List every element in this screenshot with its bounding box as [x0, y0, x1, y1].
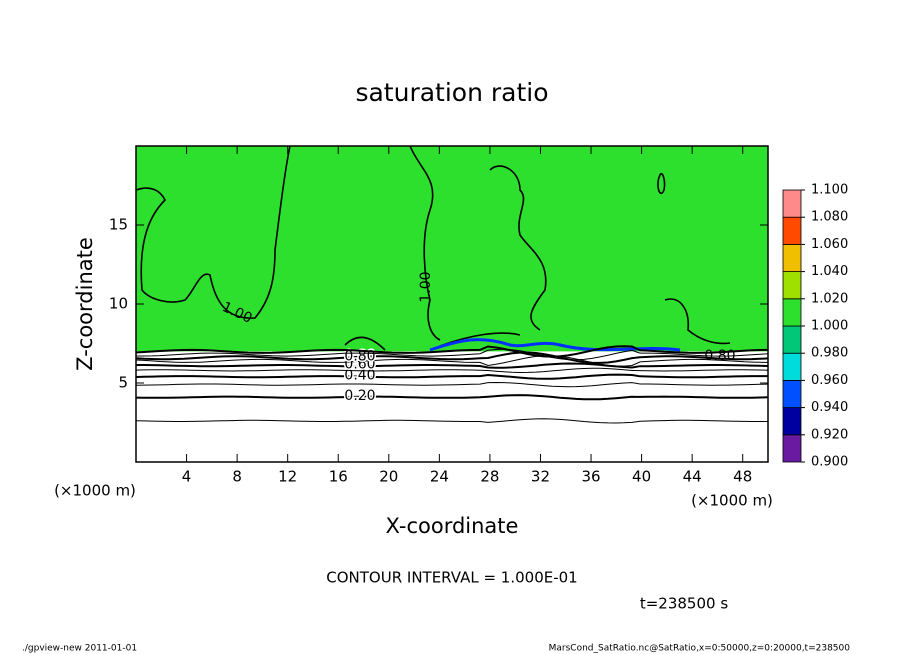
contour-label: 0.80 — [704, 348, 735, 364]
contour-line-decor — [409, 145, 441, 341]
contour-line — [135, 373, 768, 380]
contour-line-decor — [344, 336, 386, 351]
colorbar-swatch — [782, 352, 802, 381]
x-tick-label: 20 — [379, 468, 398, 486]
colorbar-label: 1.020 — [811, 291, 848, 306]
colorbar-label: 0.960 — [811, 373, 848, 388]
colorbar-label: 0.920 — [811, 427, 848, 442]
contour-label: 1.00 — [418, 271, 434, 302]
fringe — [429, 338, 681, 352]
colorbar-swatch — [782, 189, 802, 218]
colorbar-label: 1.060 — [811, 237, 848, 252]
x-tick-label: 16 — [329, 468, 348, 486]
colorbar-swatch — [782, 434, 802, 463]
colorbar-label: 1.080 — [811, 210, 848, 225]
x-tick-label: 32 — [531, 468, 550, 486]
contour-label: 0.20 — [344, 388, 375, 404]
contour-line — [135, 367, 769, 374]
contour-line — [135, 418, 768, 424]
contour-interval: CONTOUR INTERVAL = 1.000E-01 — [326, 569, 577, 587]
chart-title: saturation ratio — [355, 78, 548, 107]
contour-line-decor — [489, 165, 547, 331]
colorbar-label: 0.940 — [811, 400, 848, 415]
contour-line-decor — [135, 145, 291, 319]
x-unit: (×1000 m) — [54, 482, 136, 500]
colorbar-label: 1.000 — [811, 319, 848, 334]
footer-right: MarsCond_SatRatio.nc@SatRatio,x=0:50000,… — [549, 644, 851, 654]
colorbar-label: 1.040 — [811, 264, 848, 279]
colorbar-swatch — [782, 407, 802, 436]
contour-line-decor — [664, 298, 731, 345]
y-tick-label: 15 — [109, 216, 128, 234]
plot-area: 0.200.400.600.80 0.801.001.00 — [135, 145, 769, 424]
x-tick-label: 24 — [430, 468, 449, 486]
x-tick-label: 40 — [632, 468, 651, 486]
contour-line — [135, 345, 769, 358]
colorbar-swatch — [782, 243, 802, 272]
x-axis-label: X-coordinate — [386, 514, 519, 538]
x-tick-label: 28 — [480, 468, 499, 486]
colorbar-label: 0.900 — [811, 455, 848, 470]
colorbar-swatch — [782, 271, 802, 300]
contour-line — [135, 394, 769, 401]
contour-line-decor — [657, 172, 666, 195]
x-tick-label: 4 — [182, 468, 192, 486]
colorbar-swatch — [782, 325, 802, 354]
contour-line — [135, 351, 769, 364]
x-tick-label: 48 — [733, 468, 752, 486]
x-unit: (×1000 m) — [691, 492, 773, 510]
colorbar-swatch — [782, 379, 802, 408]
time-label: t=238500 s — [640, 595, 728, 613]
contour-line — [136, 362, 769, 369]
x-tick-label: 36 — [581, 468, 600, 486]
contour-line — [135, 355, 769, 367]
contour-line — [136, 348, 769, 361]
field-fill — [136, 146, 768, 352]
colorbar-swatch — [782, 298, 802, 327]
colorbar-swatch — [782, 216, 802, 245]
contour-line — [135, 381, 769, 388]
y-axis-label: Z-coordinate — [73, 237, 97, 371]
y-tick-label: 10 — [109, 295, 128, 313]
x-tick-label: 44 — [683, 468, 702, 486]
colorbar-label: 0.980 — [811, 346, 848, 361]
colorbar-label: 1.100 — [811, 183, 848, 198]
footer-left: ./gpview-new 2011-01-01 — [22, 644, 137, 654]
y-tick-label: 5 — [118, 374, 128, 392]
x-tick-label: 12 — [278, 468, 297, 486]
x-tick-label: 8 — [232, 468, 242, 486]
